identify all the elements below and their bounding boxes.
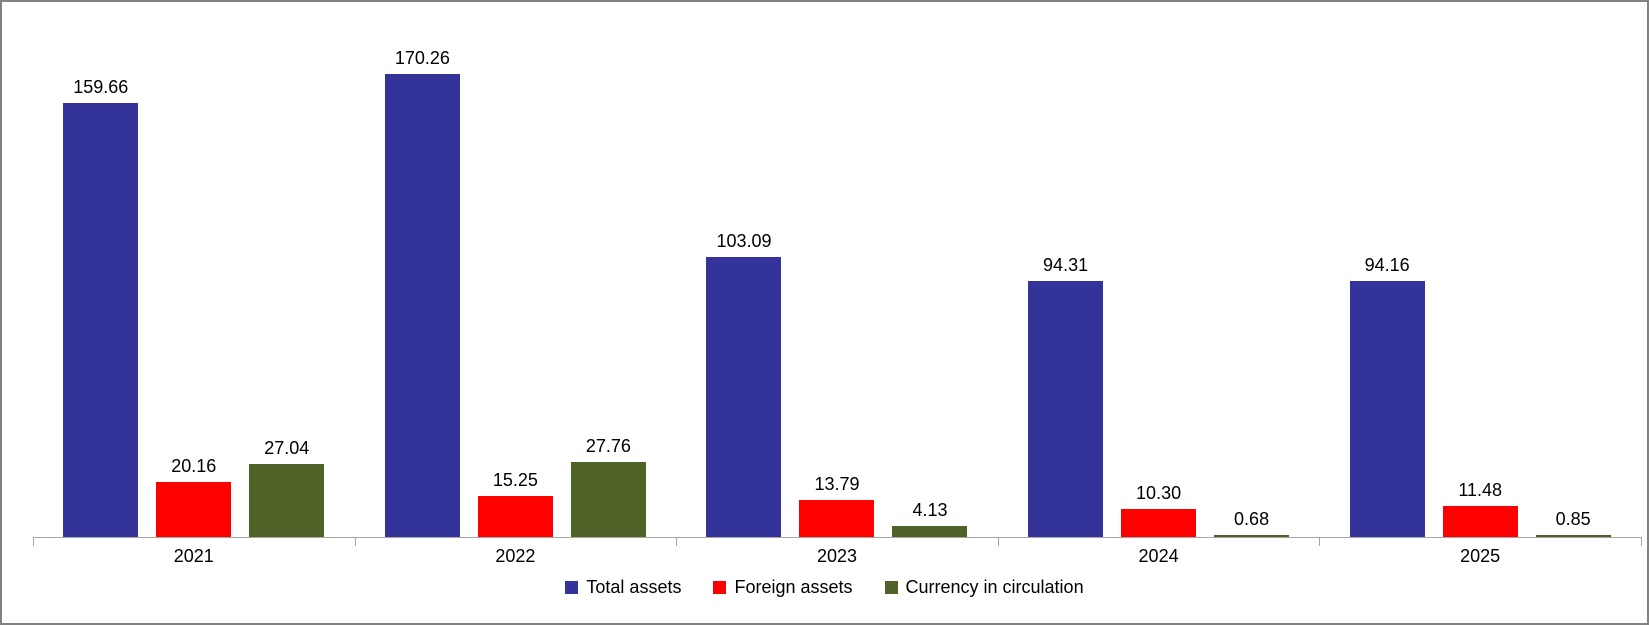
bar-value-label: 0.85 bbox=[1555, 509, 1591, 529]
bar-wrap: 94.31 bbox=[1028, 255, 1104, 537]
bar-currency-in-circulation-2021 bbox=[249, 464, 325, 537]
bar-currency-in-circulation-2022 bbox=[570, 462, 646, 537]
x-axis-tick bbox=[33, 537, 34, 546]
x-axis-tick bbox=[1319, 537, 1321, 546]
bar-wrap: 20.16 bbox=[156, 456, 232, 537]
legend-item-total-assets: Total assets bbox=[565, 577, 681, 598]
bar-group-2023: 103.09 13.79 4.13 bbox=[676, 8, 998, 537]
legend: Total assets Foreign assets Currency in … bbox=[2, 574, 1647, 600]
bar-currency-in-circulation-2023 bbox=[892, 526, 968, 537]
bar-value-label: 10.30 bbox=[1136, 483, 1182, 503]
bar-wrap: 4.13 bbox=[892, 500, 968, 537]
bar-group-2021: 159.66 20.16 27.04 bbox=[33, 8, 355, 537]
bar-currency-in-circulation-2024 bbox=[1214, 535, 1290, 537]
x-axis-label-2022: 2022 bbox=[495, 545, 536, 566]
bar-total-assets-2021 bbox=[63, 103, 139, 537]
legend-swatch-foreign-assets bbox=[713, 580, 727, 594]
x-axis-label-2021: 2021 bbox=[173, 545, 214, 566]
legend-swatch-total-assets bbox=[565, 580, 579, 594]
bar-value-label: 94.16 bbox=[1364, 255, 1410, 275]
bar-value-label: 159.66 bbox=[73, 77, 129, 97]
bar-wrap: 170.26 bbox=[384, 48, 460, 537]
bar-wrap: 103.09 bbox=[706, 231, 782, 537]
legend-swatch-currency-in-circulation bbox=[884, 580, 898, 594]
bar-total-assets-2023 bbox=[706, 257, 782, 537]
x-axis-label-2025: 2025 bbox=[1460, 545, 1501, 566]
bar-foreign-assets-2024 bbox=[1121, 509, 1197, 537]
bar-foreign-assets-2021 bbox=[156, 482, 232, 537]
legend-item-foreign-assets: Foreign assets bbox=[713, 576, 853, 598]
bar-wrap: 27.04 bbox=[249, 438, 325, 537]
bar-wrap: 159.66 bbox=[63, 77, 139, 537]
plot-area: 159.66 20.16 27.04 170.26 15.25 27.76 103.09 13… bbox=[33, 8, 1642, 546]
x-axis-tick bbox=[1641, 537, 1642, 546]
x-axis-tick bbox=[676, 537, 678, 546]
bar-value-label: 170.26 bbox=[394, 48, 450, 68]
bar-value-label: 27.04 bbox=[264, 438, 310, 458]
bar-wrap: 10.30 bbox=[1121, 483, 1197, 537]
bar-foreign-assets-2025 bbox=[1442, 506, 1518, 537]
bar-group-2024: 94.31 10.30 0.68 bbox=[998, 8, 1320, 537]
bar-value-label: 0.68 bbox=[1234, 509, 1270, 529]
bar-foreign-assets-2022 bbox=[477, 496, 553, 537]
bar-wrap: 0.68 bbox=[1214, 509, 1290, 537]
bar-value-label: 13.79 bbox=[814, 474, 860, 494]
legend-label-foreign-assets: Foreign assets bbox=[734, 576, 853, 597]
x-axis-tick bbox=[354, 537, 356, 546]
bar-value-label: 11.48 bbox=[1458, 480, 1503, 500]
bar-value-label: 94.31 bbox=[1043, 255, 1089, 275]
bar-group-2025: 94.16 11.48 0.85 bbox=[1319, 8, 1641, 537]
legend-label-currency-in-circulation: Currency in circulation bbox=[905, 576, 1084, 597]
bar-wrap: 13.79 bbox=[799, 474, 875, 537]
plot-wrap: 159.66 20.16 27.04 170.26 15.25 27.76 103.09 13… bbox=[33, 8, 1642, 574]
bar-value-label: 20.16 bbox=[171, 456, 217, 476]
bar-value-label: 27.76 bbox=[585, 436, 631, 456]
bar-wrap: 11.48 bbox=[1442, 480, 1518, 537]
bar-wrap: 27.76 bbox=[570, 436, 646, 537]
bar-wrap: 94.16 bbox=[1349, 255, 1425, 537]
x-axis-label-2024: 2024 bbox=[1138, 545, 1179, 566]
bar-total-assets-2024 bbox=[1028, 281, 1104, 537]
bar-value-label: 103.09 bbox=[716, 231, 772, 251]
x-axis-labels: 2021 2022 2023 2024 2025 bbox=[33, 538, 1641, 574]
bar-currency-in-circulation-2025 bbox=[1535, 535, 1611, 537]
bar-foreign-assets-2023 bbox=[799, 500, 875, 537]
bar-value-label: 4.13 bbox=[912, 500, 948, 520]
bar-wrap: 0.85 bbox=[1535, 509, 1611, 537]
bar-total-assets-2025 bbox=[1349, 281, 1425, 537]
legend-label-total-assets: Total assets bbox=[586, 576, 682, 597]
x-axis-label-2023: 2023 bbox=[816, 545, 857, 566]
bar-wrap: 15.25 bbox=[477, 470, 553, 537]
legend-item-currency-in-circulation: Currency in circulation bbox=[884, 576, 1084, 598]
bar-total-assets-2022 bbox=[384, 74, 460, 537]
x-axis-tick bbox=[997, 537, 999, 546]
bar-group-2022: 170.26 15.25 27.76 bbox=[355, 8, 677, 537]
bar-value-label: 15.25 bbox=[492, 470, 538, 490]
